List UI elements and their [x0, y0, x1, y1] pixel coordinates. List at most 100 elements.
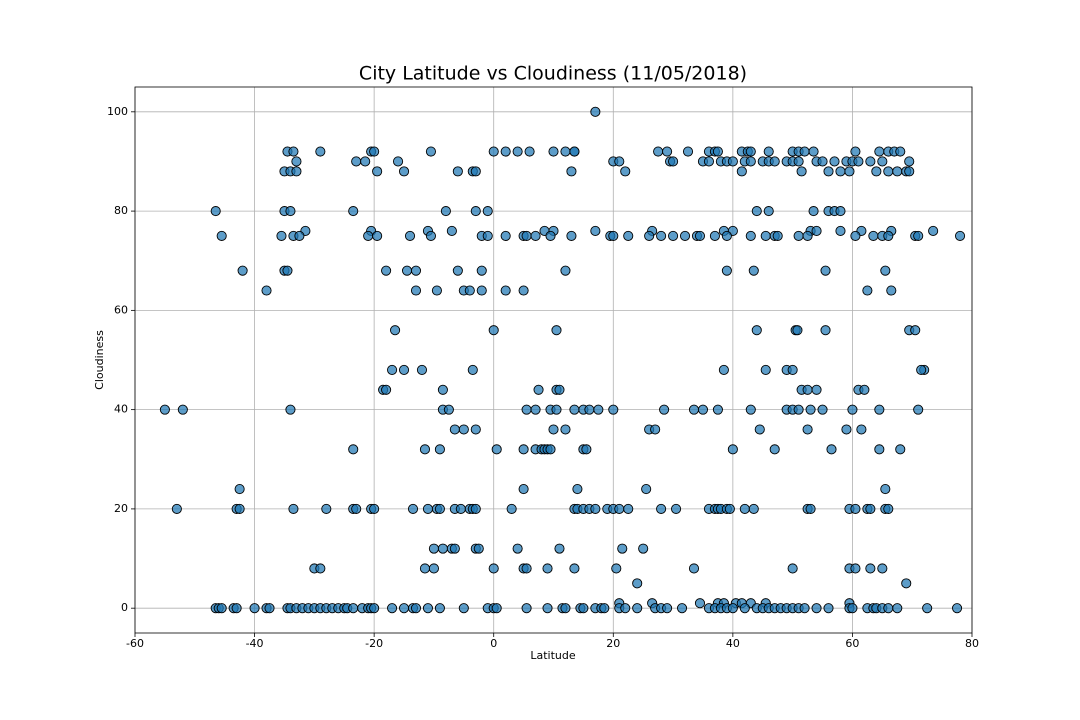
- point: [748, 503, 759, 514]
- point: [443, 404, 454, 415]
- point: [393, 156, 404, 167]
- point: [928, 225, 939, 236]
- point: [632, 578, 643, 589]
- point: [727, 156, 738, 167]
- point: [913, 230, 924, 241]
- point: [569, 563, 580, 574]
- point: [835, 206, 846, 217]
- point: [560, 146, 571, 157]
- point: [404, 230, 416, 241]
- x-tick-label: -40: [246, 637, 264, 650]
- point: [566, 230, 577, 241]
- point: [865, 563, 876, 574]
- point: [500, 285, 511, 296]
- point: [688, 404, 700, 415]
- point: [662, 603, 673, 614]
- x-tick-label: 40: [726, 637, 740, 650]
- point: [662, 146, 673, 157]
- point: [871, 166, 882, 177]
- point: [542, 563, 553, 574]
- point: [416, 364, 428, 375]
- point: [446, 225, 457, 236]
- point: [440, 206, 451, 217]
- point: [614, 156, 625, 167]
- point: [351, 503, 362, 514]
- point: [476, 265, 487, 276]
- point: [560, 265, 571, 276]
- point: [721, 265, 732, 276]
- point: [910, 325, 921, 336]
- point: [760, 230, 771, 241]
- point: [820, 325, 831, 336]
- point: [676, 603, 688, 614]
- point: [916, 364, 927, 375]
- point: [419, 444, 431, 455]
- point: [772, 230, 783, 241]
- point: [216, 603, 227, 614]
- point: [584, 404, 595, 415]
- point: [470, 424, 481, 435]
- point: [850, 230, 861, 241]
- point: [560, 603, 571, 614]
- point: [572, 484, 583, 495]
- point: [231, 603, 242, 614]
- point: [829, 156, 840, 167]
- point: [835, 225, 846, 236]
- point: [407, 503, 419, 514]
- point: [431, 285, 442, 296]
- point: [216, 230, 227, 241]
- point: [638, 543, 649, 554]
- point: [901, 578, 912, 589]
- point: [805, 503, 816, 514]
- x-tick-label: 80: [965, 637, 979, 650]
- point: [823, 166, 834, 177]
- point: [545, 444, 556, 455]
- point: [249, 603, 260, 614]
- point: [817, 156, 828, 167]
- point: [883, 166, 894, 177]
- point: [390, 325, 401, 336]
- point: [315, 146, 326, 157]
- point: [623, 503, 634, 514]
- point: [473, 543, 484, 554]
- point: [799, 146, 810, 157]
- point: [787, 563, 798, 574]
- point: [820, 265, 831, 276]
- point: [234, 484, 245, 495]
- y-tick-label: 40: [114, 403, 128, 416]
- point: [369, 603, 380, 614]
- point: [811, 225, 822, 236]
- point: [542, 603, 553, 614]
- point: [739, 603, 750, 614]
- point: [850, 503, 861, 514]
- point: [458, 424, 469, 435]
- point: [880, 484, 891, 495]
- point: [264, 603, 275, 614]
- x-tick-label: -60: [126, 637, 144, 650]
- point: [506, 503, 517, 514]
- point: [865, 156, 876, 167]
- point: [530, 230, 541, 241]
- point: [883, 230, 894, 241]
- x-tick-label: 60: [845, 637, 859, 650]
- point: [234, 503, 245, 514]
- point: [808, 146, 819, 157]
- point: [381, 384, 392, 395]
- point: [455, 503, 466, 514]
- point: [712, 404, 723, 415]
- point: [844, 166, 855, 177]
- point: [826, 444, 837, 455]
- point: [470, 206, 481, 217]
- point: [835, 166, 846, 177]
- point: [745, 404, 756, 415]
- point: [808, 206, 819, 217]
- point: [850, 563, 861, 574]
- point: [799, 603, 810, 614]
- point: [372, 166, 383, 177]
- point: [850, 146, 861, 157]
- point: [348, 444, 359, 455]
- point: [288, 503, 299, 514]
- point: [315, 563, 326, 574]
- point: [294, 230, 305, 241]
- point: [608, 230, 619, 241]
